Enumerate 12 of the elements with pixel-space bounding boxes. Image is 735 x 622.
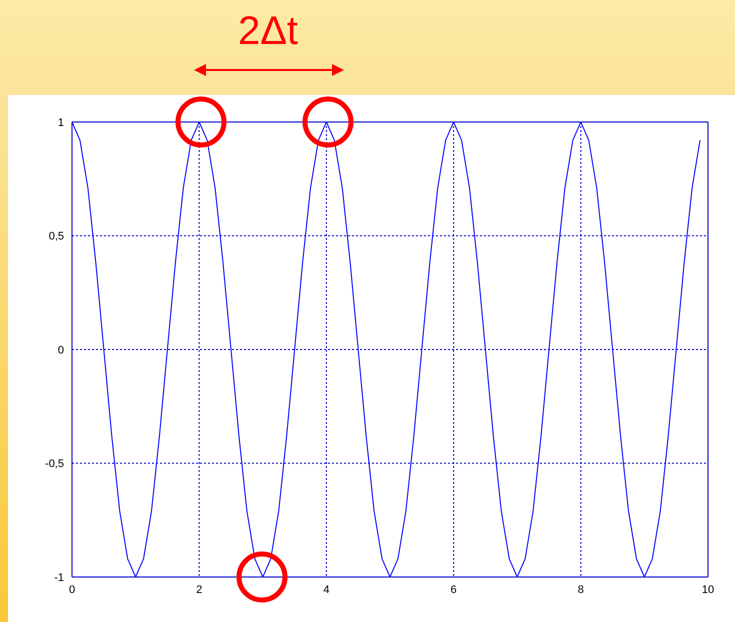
x-tick-label: 6: [450, 584, 457, 596]
x-tick-label: 4: [323, 584, 330, 596]
x-tick-label: 2: [196, 584, 202, 596]
y-tick-label: 1: [58, 116, 64, 129]
y-tick-label: 0,5: [48, 230, 64, 243]
y-tick-label: 0: [58, 344, 64, 356]
x-tick-label: 8: [578, 584, 584, 596]
y-tick-label: -0,5: [45, 458, 64, 470]
x-tick-label: 10: [702, 584, 714, 596]
x-tick-label: 0: [68, 584, 76, 596]
text: 2Δt: [236, 8, 300, 55]
y-tick-label: -1: [54, 572, 64, 584]
